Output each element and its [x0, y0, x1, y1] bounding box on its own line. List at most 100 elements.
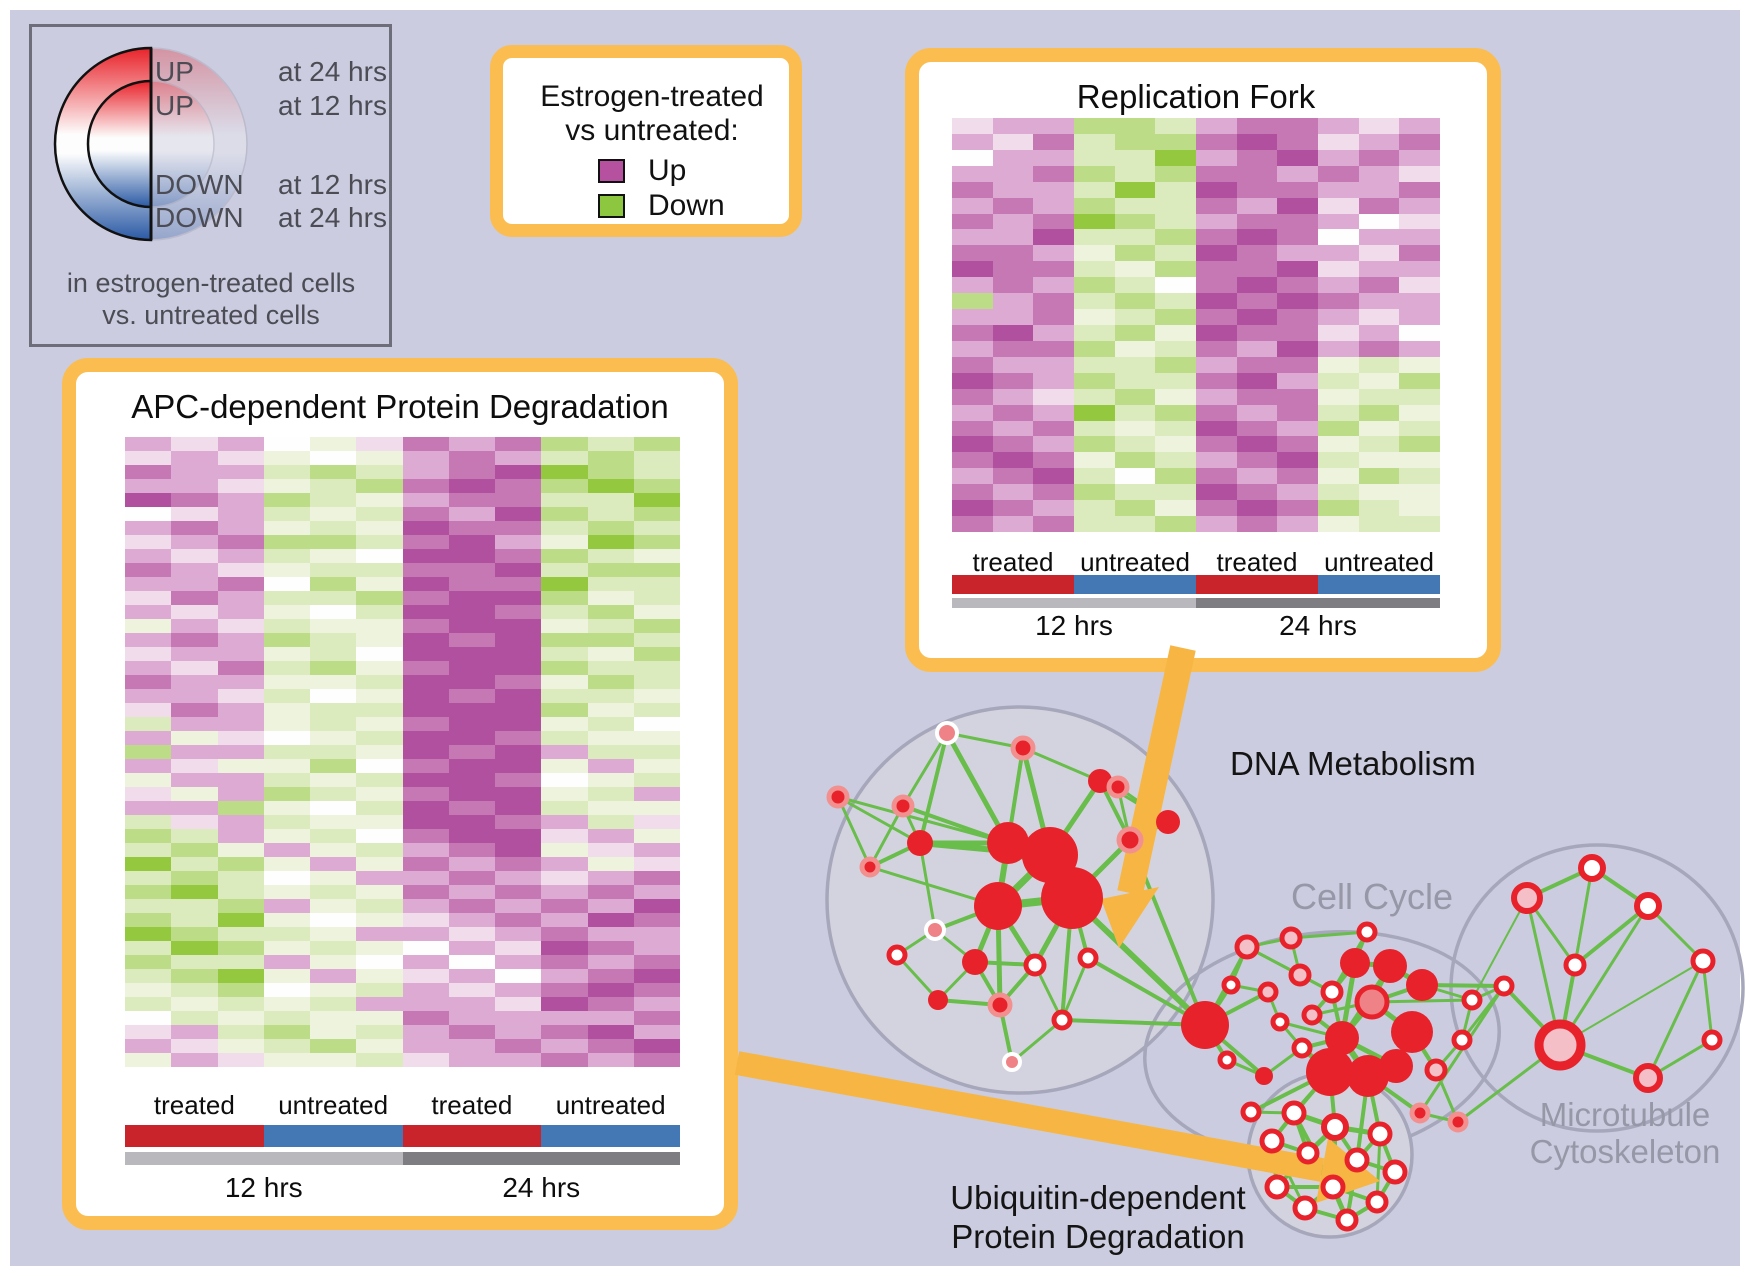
heatmap-cell	[448, 493, 495, 507]
heatmap-cell	[633, 535, 680, 549]
heatmap-cell	[310, 801, 357, 815]
gene-node	[859, 856, 881, 878]
apc-heatmap	[125, 437, 680, 1067]
heatmap-cell	[356, 843, 403, 857]
gene-node	[1023, 953, 1047, 977]
heatmap-cell	[310, 927, 357, 941]
heatmap-cell	[263, 521, 310, 535]
heatmap-cell	[1399, 452, 1440, 469]
heatmap-cell	[263, 605, 310, 619]
gene-node	[1010, 735, 1036, 761]
heatmap-cell	[1074, 181, 1115, 198]
heatmap-cell	[448, 633, 495, 647]
heatmap-cell	[1196, 181, 1237, 198]
heatmap-cell	[1236, 293, 1278, 310]
heatmap-cell	[1399, 340, 1440, 357]
group-label: treated	[431, 1090, 513, 1120]
heatmap-cell	[217, 1025, 264, 1039]
gene-node	[1447, 1111, 1469, 1133]
heatmap-cell	[1236, 261, 1278, 278]
heatmap-cell	[1033, 165, 1074, 182]
heatmap-cell	[1399, 197, 1440, 214]
gene-node	[1301, 1004, 1323, 1026]
heatmap-cell	[1196, 324, 1237, 341]
heatmap-cell	[402, 731, 449, 745]
heatmap-cell	[310, 787, 357, 801]
heatmap-cell	[992, 452, 1034, 469]
heatmap-cell	[992, 404, 1034, 421]
heatmap-cell	[217, 661, 264, 675]
heatmap-cell	[1074, 340, 1115, 357]
heatmap-cell	[263, 871, 310, 885]
heatmap-cell	[952, 213, 993, 230]
gene-node	[1493, 975, 1515, 997]
heatmap-cell	[402, 479, 449, 493]
heatmap-cell	[448, 549, 495, 563]
heatmap-cell	[310, 689, 357, 703]
heatmap-cell	[310, 647, 357, 661]
heatmap-cell	[125, 689, 172, 703]
heatmap-cell	[310, 815, 357, 829]
heatmap-cell	[1318, 356, 1359, 373]
heatmap-cell	[1318, 277, 1359, 294]
heatmap-cell	[171, 703, 218, 717]
heatmap-cell	[1277, 324, 1318, 341]
heatmap-cell	[633, 633, 680, 647]
ring-legend-footer-line1: in estrogen-treated cells	[66, 268, 356, 298]
heatmap-cell	[1114, 484, 1156, 501]
heatmap-cell	[1196, 452, 1237, 469]
heatmap-cell	[402, 619, 449, 633]
heatmap-cell	[1318, 133, 1359, 150]
heatmap-cell	[1318, 324, 1359, 341]
treated-bar-segment	[952, 575, 1074, 594]
heatmap-cell	[1196, 149, 1237, 166]
heatmap-cell	[356, 717, 403, 731]
heatmap-cell	[952, 324, 993, 341]
heatmap-cell	[1033, 277, 1074, 294]
heatmap-cell	[1358, 468, 1400, 485]
heatmap-cell	[310, 563, 357, 577]
heatmap-cell	[1196, 118, 1237, 134]
heatmap-cell	[1358, 277, 1400, 294]
heatmap-cell	[495, 857, 542, 871]
gene-node	[1534, 1019, 1586, 1071]
heatmap-cell	[1196, 261, 1237, 278]
heatmap-cell	[587, 675, 634, 689]
heatmap-cell	[356, 633, 403, 647]
heatmap-cell	[448, 577, 495, 591]
color-legend-title-line1: Estrogen-treated	[540, 80, 764, 113]
heatmap-cell	[125, 465, 172, 479]
heatmap-cell	[633, 563, 680, 577]
ring-legend-row: UP at 24 hrs	[0, 55, 392, 89]
heatmap-cell	[217, 493, 264, 507]
heatmap-cell	[992, 118, 1034, 134]
heatmap-cell	[1236, 309, 1278, 325]
heatmap-cell	[541, 801, 588, 815]
treated-bar-segment	[402, 1125, 542, 1147]
heatmap-cell	[402, 493, 449, 507]
heatmap-cell	[1196, 500, 1237, 517]
heatmap-cell	[263, 801, 310, 815]
heatmap-cell	[495, 437, 542, 451]
heatmap-cell	[402, 843, 449, 857]
treated-bar-segment	[1196, 575, 1318, 594]
heatmap-cell	[448, 885, 495, 899]
heatmap-cell	[495, 465, 542, 479]
ring-row-time: at 24 hrs	[278, 202, 387, 233]
heatmap-cell	[633, 619, 680, 633]
heatmap-cell	[633, 885, 680, 899]
up-color-swatch	[598, 159, 625, 183]
heatmap-cell	[992, 133, 1034, 150]
heatmap-cell	[171, 983, 218, 997]
heatmap-cell	[1358, 197, 1400, 214]
heatmap-cell	[1277, 181, 1318, 198]
heatmap-cell	[448, 829, 495, 843]
heatmap-cell	[495, 815, 542, 829]
heatmap-cell	[587, 745, 634, 759]
heatmap-cell	[1399, 516, 1440, 532]
heatmap-cell	[587, 983, 634, 997]
heatmap-cell	[171, 773, 218, 787]
heatmap-cell	[402, 801, 449, 815]
heatmap-cell	[125, 731, 172, 745]
gene-node	[1335, 1208, 1359, 1232]
